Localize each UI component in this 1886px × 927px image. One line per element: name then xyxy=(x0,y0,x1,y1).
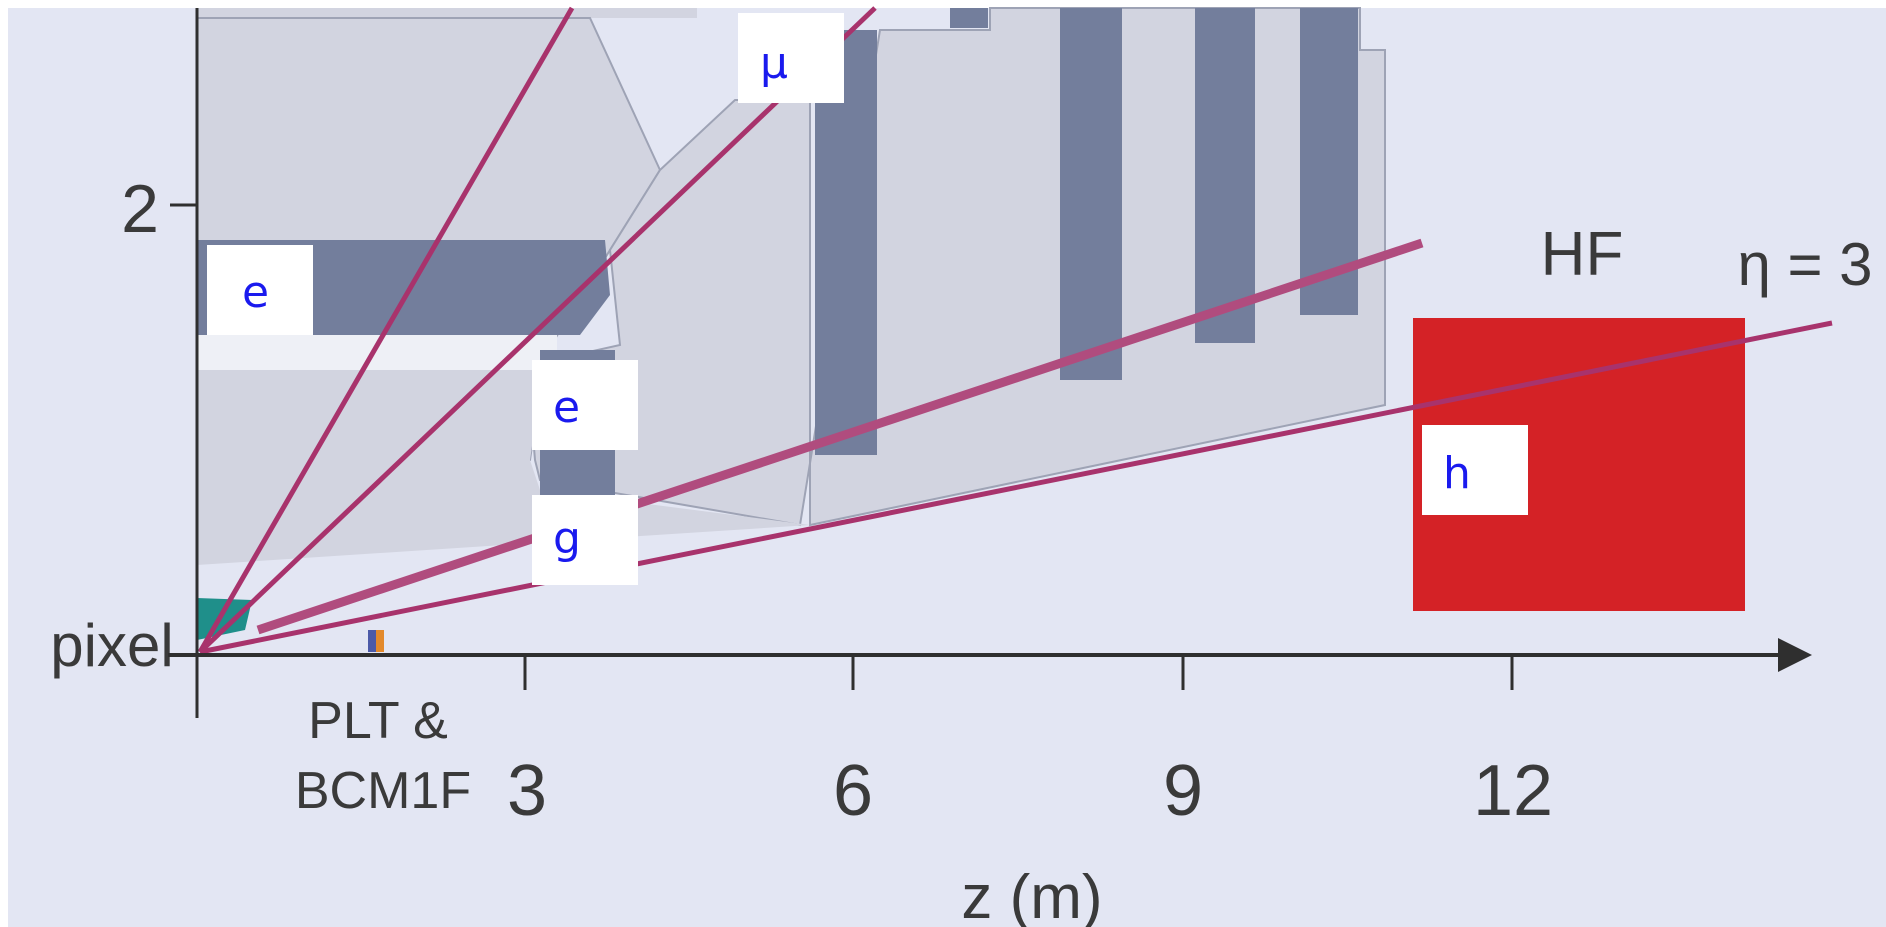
tag-e-upper-text: e xyxy=(242,267,269,318)
upper-detector-band xyxy=(197,8,697,18)
tag-e-lower: e xyxy=(532,360,638,450)
track-h xyxy=(199,320,1833,655)
track-e-upper xyxy=(197,6,575,654)
eta-label: η = 3 xyxy=(1737,231,1872,298)
track-g xyxy=(256,238,1424,635)
muon-station-2 xyxy=(1195,8,1255,343)
plt-label-line1: PLT & xyxy=(308,692,448,750)
muon-station-1 xyxy=(1060,8,1122,380)
tag-e-upper: e xyxy=(207,245,313,335)
x-axis-arrowhead xyxy=(1778,638,1812,672)
x-axis-title: z (m) xyxy=(961,863,1102,927)
plt-marker-orange xyxy=(376,630,384,652)
tag-mu: μ xyxy=(738,13,844,103)
lower-endcap-region xyxy=(197,355,810,565)
x-tick-label-3: 3 xyxy=(507,751,547,831)
tag-e-lower-text: e xyxy=(553,382,580,433)
tag-h: h xyxy=(1422,425,1528,515)
track-mu xyxy=(198,6,877,654)
tag-h-text: h xyxy=(1443,448,1471,499)
tag-g-text: g xyxy=(553,513,581,564)
endcap-region xyxy=(529,7,1386,527)
x-tick-label-6: 6 xyxy=(833,751,873,831)
x-tick-label-9: 9 xyxy=(1163,751,1203,831)
tag-mu-text: μ xyxy=(760,38,788,89)
plt-marker-blue xyxy=(368,630,376,652)
muon-top-block xyxy=(950,8,988,28)
plt-label-line2: BCM1F xyxy=(295,762,471,820)
origin-label-pixel: pixel xyxy=(50,612,173,679)
tag-g: g xyxy=(532,495,638,585)
y-tick-label-2: 2 xyxy=(121,171,159,247)
x-tick-label-12: 12 xyxy=(1473,751,1553,831)
hf-label: HF xyxy=(1541,220,1624,289)
